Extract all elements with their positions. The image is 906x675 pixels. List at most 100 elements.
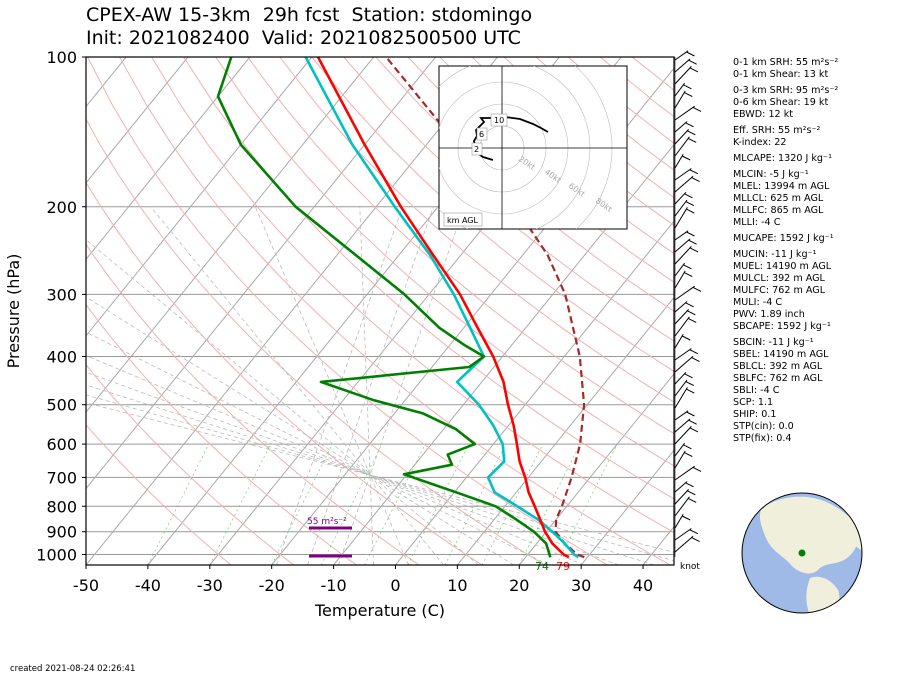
moist-adiabat <box>150 206 444 565</box>
hodo-height-label-6: 6 <box>479 130 484 139</box>
index-row: MLCIN: -5 J kg⁻¹ <box>733 169 809 180</box>
wind-barb <box>674 387 688 409</box>
wind-barb-feather <box>687 317 697 323</box>
mixing-ratio-line <box>271 443 333 565</box>
wind-barb <box>674 442 685 457</box>
wind-barb <box>674 285 695 301</box>
wind-barb <box>674 66 692 85</box>
wind-barb <box>674 191 687 205</box>
index-row: 0-3 km SRH: 95 m²s⁻² <box>733 85 839 96</box>
x-tick-label: -10 <box>321 576 347 595</box>
temperature-line <box>316 57 570 559</box>
y-tick-label: 200 <box>46 198 77 217</box>
moist-adiabat <box>86 355 584 565</box>
wind-barb-feather <box>691 357 700 363</box>
index-row: PWV: 1.89 inch <box>733 309 805 320</box>
wind-barb <box>674 379 688 397</box>
wind-barb <box>674 105 695 121</box>
created-timestamp: created 2021-08-24 02:26:41 <box>10 664 136 674</box>
wind-barb-feather <box>681 515 691 521</box>
index-row: MLEL: 13994 m AGL <box>733 181 830 192</box>
wind-barb-feather <box>687 310 696 316</box>
x-tick-label: -20 <box>259 576 285 595</box>
dry-adiabat <box>375 57 674 312</box>
moist-adiabat <box>254 206 409 565</box>
globe-locator <box>741 492 863 614</box>
moist-adiabat <box>86 296 514 565</box>
wind-barb-feather <box>681 155 691 161</box>
moist-adiabat <box>86 402 674 553</box>
wind-barb <box>674 309 689 325</box>
wind-barb-feather <box>689 349 698 355</box>
dry-adiabat <box>86 118 546 565</box>
wind-barb-feather <box>683 444 692 450</box>
index-row: MULCL: 392 m AGL <box>733 273 825 284</box>
wind-barb <box>674 175 694 193</box>
moist-adiabat <box>86 371 619 565</box>
index-row: SCP: 1.1 <box>733 397 774 408</box>
x-tick-label: 40 <box>633 576 653 595</box>
index-row: MLLI: -4 C <box>733 217 781 228</box>
index-row: MUEL: 14190 m AGL <box>733 261 832 272</box>
index-row: SBCIN: -11 J kg⁻¹ <box>733 337 814 348</box>
wind-barb-feather <box>688 239 697 245</box>
wind-barb-feather <box>685 122 694 128</box>
wind-barb <box>674 535 694 553</box>
wind-barb-feather <box>687 497 697 503</box>
moist-adiabat <box>359 206 374 565</box>
chart-title-line-1: CPEX-AW 15-3km 29h fcst Station: stdomin… <box>86 4 533 26</box>
y-tick-label: 500 <box>46 396 77 415</box>
wind-barb-feather <box>683 84 692 90</box>
wind-unit-label: knot <box>680 562 700 572</box>
hodo-height-label-2: 2 <box>474 145 479 154</box>
y-tick-label: 1000 <box>36 545 77 564</box>
hodograph-inset: 20kt 40kt 60kt 80kt 10 6 2 km AGL <box>438 65 628 230</box>
isotherm <box>86 57 189 184</box>
wind-barb-feather <box>691 537 700 543</box>
wind-barb-feather <box>688 419 697 425</box>
index-row: 0-1 km Shear: 13 kt <box>733 69 829 80</box>
wind-barb-feather <box>683 264 692 270</box>
wind-barb-feather <box>685 201 695 207</box>
index-row: SBLI: -4 C <box>733 385 780 396</box>
isotherm <box>0 57 2 565</box>
mixing-ratio-line <box>147 443 210 565</box>
moist-adiabat <box>276 206 403 565</box>
wind-barb-feather <box>689 67 699 73</box>
wind-barb <box>674 238 691 253</box>
wind-barb-feather <box>686 208 695 214</box>
index-row: SBLCL: 392 m AGL <box>733 361 823 372</box>
wind-barbs <box>674 50 702 553</box>
isotherm <box>86 57 251 261</box>
moist-adiabat <box>86 331 549 565</box>
wind-barb <box>674 199 688 217</box>
index-row: SBCAPE: 1592 J kg⁻¹ <box>733 321 831 332</box>
wind-barb <box>674 246 692 265</box>
chart-title-line-2: Init: 2021082400 Valid: 2021082500500 UT… <box>86 27 521 49</box>
wind-barb-feather <box>687 130 696 136</box>
sounding-indices-panel: 0-1 km SRH: 55 m²s⁻² 0-1 km Shear: 13 kt 0… <box>733 57 838 445</box>
wind-barb <box>674 262 685 277</box>
index-row: STP(cin): 0.0 <box>733 421 794 432</box>
y-tick-label: 800 <box>46 497 77 516</box>
mixing-ratio-line <box>518 443 581 565</box>
x-tick-label: 20 <box>509 576 529 595</box>
wind-barb-feather <box>686 411 695 417</box>
dry-adiabat <box>86 424 232 565</box>
wind-barb <box>674 355 694 373</box>
y-tick-label: 100 <box>46 48 77 67</box>
moist-adiabat <box>86 384 655 565</box>
moist-adiabat <box>86 394 674 562</box>
mixing-ratio-line <box>209 443 271 565</box>
surface-temperature-label: 79 <box>556 560 570 573</box>
wind-barb-feather <box>686 51 695 57</box>
index-row: SHIP: 0.1 <box>733 409 777 420</box>
wind-barb <box>674 348 692 361</box>
index-row: MLLCL: 625 m AGL <box>733 193 824 204</box>
wind-barb <box>674 496 690 517</box>
wind-barb <box>674 426 692 445</box>
dry-adiabat <box>183 57 674 500</box>
wind-barb-feather <box>685 482 694 488</box>
x-tick-label: 30 <box>571 576 591 595</box>
wind-barb-feather <box>684 373 693 379</box>
